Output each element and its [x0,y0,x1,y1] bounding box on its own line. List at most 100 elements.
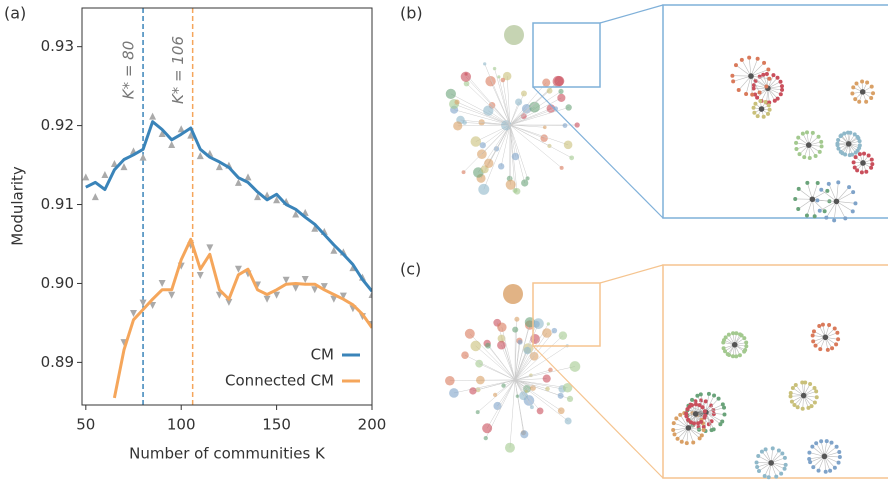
node [722,346,726,350]
raw-marker [82,173,89,180]
node [854,151,858,155]
node [818,209,822,213]
node [825,439,829,443]
node [524,347,531,354]
node [570,361,581,372]
node [870,85,874,89]
y-tick-label: 0.89 [41,353,74,371]
node [869,96,873,100]
node [762,61,766,65]
node [498,163,504,169]
node [767,77,771,81]
node [465,329,475,339]
legend-label: Connected CM [225,372,334,390]
node [808,156,812,160]
node [813,400,817,404]
x-tick-label: 100 [167,416,196,434]
node [558,407,565,414]
node [862,152,866,156]
node [806,406,810,410]
node [835,331,839,335]
node [752,111,756,115]
node [855,81,859,85]
node [752,106,756,110]
node [737,88,741,92]
node [860,89,866,95]
node [493,393,497,397]
node [848,153,852,157]
node [834,342,838,346]
node [575,122,580,127]
zoom-source [533,23,600,87]
node [750,93,754,97]
node [833,466,837,470]
node [819,140,823,144]
node [453,121,462,130]
node [696,421,700,425]
node [802,155,806,159]
node [790,400,794,404]
node [825,189,829,193]
node [815,198,819,202]
node [793,197,797,201]
node [722,413,726,417]
y-tick-label: 0.92 [41,116,74,134]
panel-label: (c) [400,260,421,279]
node [837,450,841,454]
node [811,465,815,469]
edge [510,125,562,168]
edge [499,77,510,125]
raw-marker [159,280,166,287]
panel-label: (a) [4,4,26,23]
node [794,147,798,151]
node [672,421,676,425]
node [563,123,568,128]
node [690,398,694,402]
node [764,447,768,451]
node [783,467,787,471]
raw-marker [273,292,280,299]
node [805,214,809,218]
node [483,62,486,65]
node [780,88,784,92]
edge [515,380,568,388]
node [828,469,832,473]
figure: (a) (b) (c) Number of communities K Modu… [0,0,888,480]
node [512,153,520,161]
node [497,323,506,332]
node [811,131,815,135]
edge [454,380,515,393]
y-axis-label: Modularity [9,166,27,246]
node [860,170,864,174]
node [497,75,500,78]
series-line [86,122,372,292]
node [740,58,744,62]
node [710,428,714,432]
node [851,190,855,194]
node [470,341,481,352]
node [761,73,765,77]
node [471,136,481,146]
node [695,394,699,398]
zoom-connector [600,5,663,23]
node [565,418,572,425]
node [686,418,690,422]
node [543,125,547,129]
node [851,209,855,213]
node [505,443,515,453]
node [853,97,857,101]
node [569,155,574,160]
node [485,343,491,349]
node [792,403,796,407]
node [530,405,534,409]
node [497,341,506,350]
node [676,437,680,441]
x-axis-label: Number of communities K [129,445,326,463]
node [759,106,765,112]
node [836,138,840,142]
raw-marker [168,141,175,148]
zoom-frame [663,265,888,478]
node [484,436,488,440]
node [814,154,818,158]
raw-marker [168,292,175,299]
